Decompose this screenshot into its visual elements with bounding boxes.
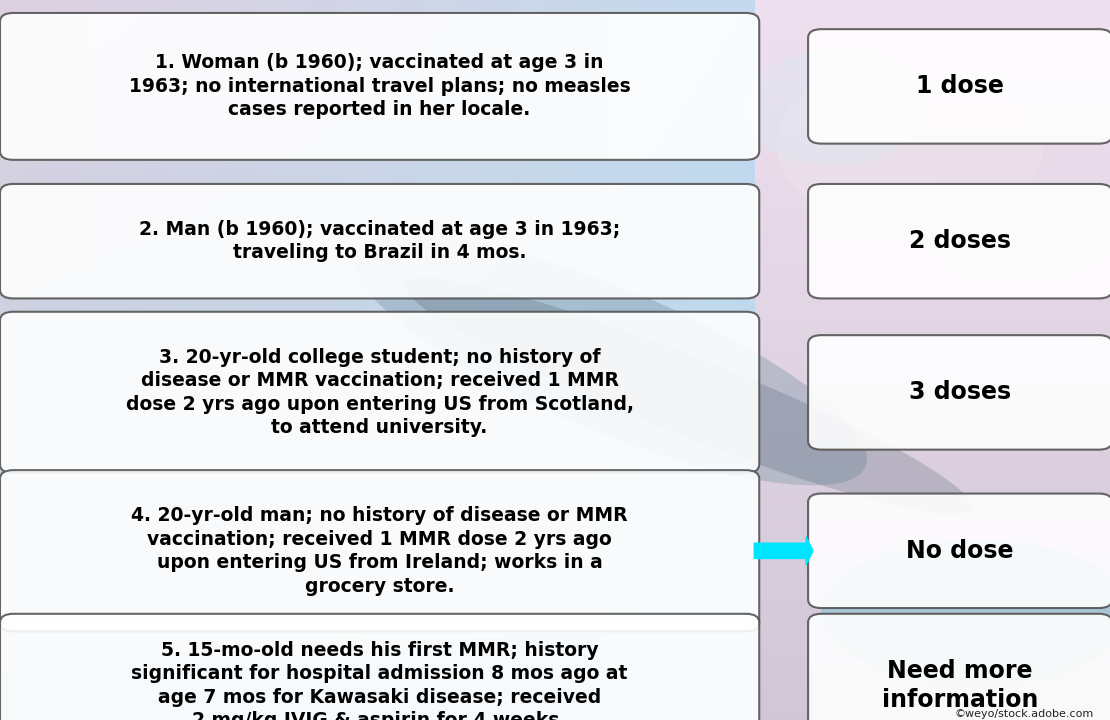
Text: Need more
information: Need more information xyxy=(882,659,1038,712)
FancyBboxPatch shape xyxy=(0,13,759,160)
FancyBboxPatch shape xyxy=(808,29,1110,143)
FancyBboxPatch shape xyxy=(0,613,759,720)
Circle shape xyxy=(744,50,921,166)
Text: ©weyo/stock.adobe.com: ©weyo/stock.adobe.com xyxy=(955,708,1093,719)
Circle shape xyxy=(921,151,1110,281)
Ellipse shape xyxy=(354,235,867,485)
FancyBboxPatch shape xyxy=(808,336,1110,449)
FancyBboxPatch shape xyxy=(808,494,1110,608)
Text: 2. Man (b 1960); vaccinated at age 3 in 1963;
traveling to Brazil in 4 mos.: 2. Man (b 1960); vaccinated at age 3 in … xyxy=(139,220,620,263)
Ellipse shape xyxy=(404,277,972,515)
FancyBboxPatch shape xyxy=(0,312,759,473)
Text: 5. 15-mo-old needs his first MMR; history
significant for hospital admission 8 m: 5. 15-mo-old needs his first MMR; histor… xyxy=(131,641,628,720)
Text: 3 doses: 3 doses xyxy=(909,380,1011,405)
Circle shape xyxy=(777,58,1043,230)
Text: 3. 20-yr-old college student; no history of
disease or MMR vaccination; received: 3. 20-yr-old college student; no history… xyxy=(125,348,634,437)
Text: 1. Woman (b 1960); vaccinated at age 3 in
1963; no international travel plans; n: 1. Woman (b 1960); vaccinated at age 3 i… xyxy=(129,53,630,120)
FancyBboxPatch shape xyxy=(808,184,1110,298)
FancyBboxPatch shape xyxy=(0,184,759,298)
Text: 1 dose: 1 dose xyxy=(916,74,1005,99)
FancyBboxPatch shape xyxy=(808,613,1110,720)
Text: 2 doses: 2 doses xyxy=(909,229,1011,253)
FancyBboxPatch shape xyxy=(0,470,759,631)
Ellipse shape xyxy=(821,540,1110,684)
Text: 4. 20-yr-old man; no history of disease or MMR
vaccination; received 1 MMR dose : 4. 20-yr-old man; no history of disease … xyxy=(131,506,628,595)
Text: No dose: No dose xyxy=(907,539,1013,563)
